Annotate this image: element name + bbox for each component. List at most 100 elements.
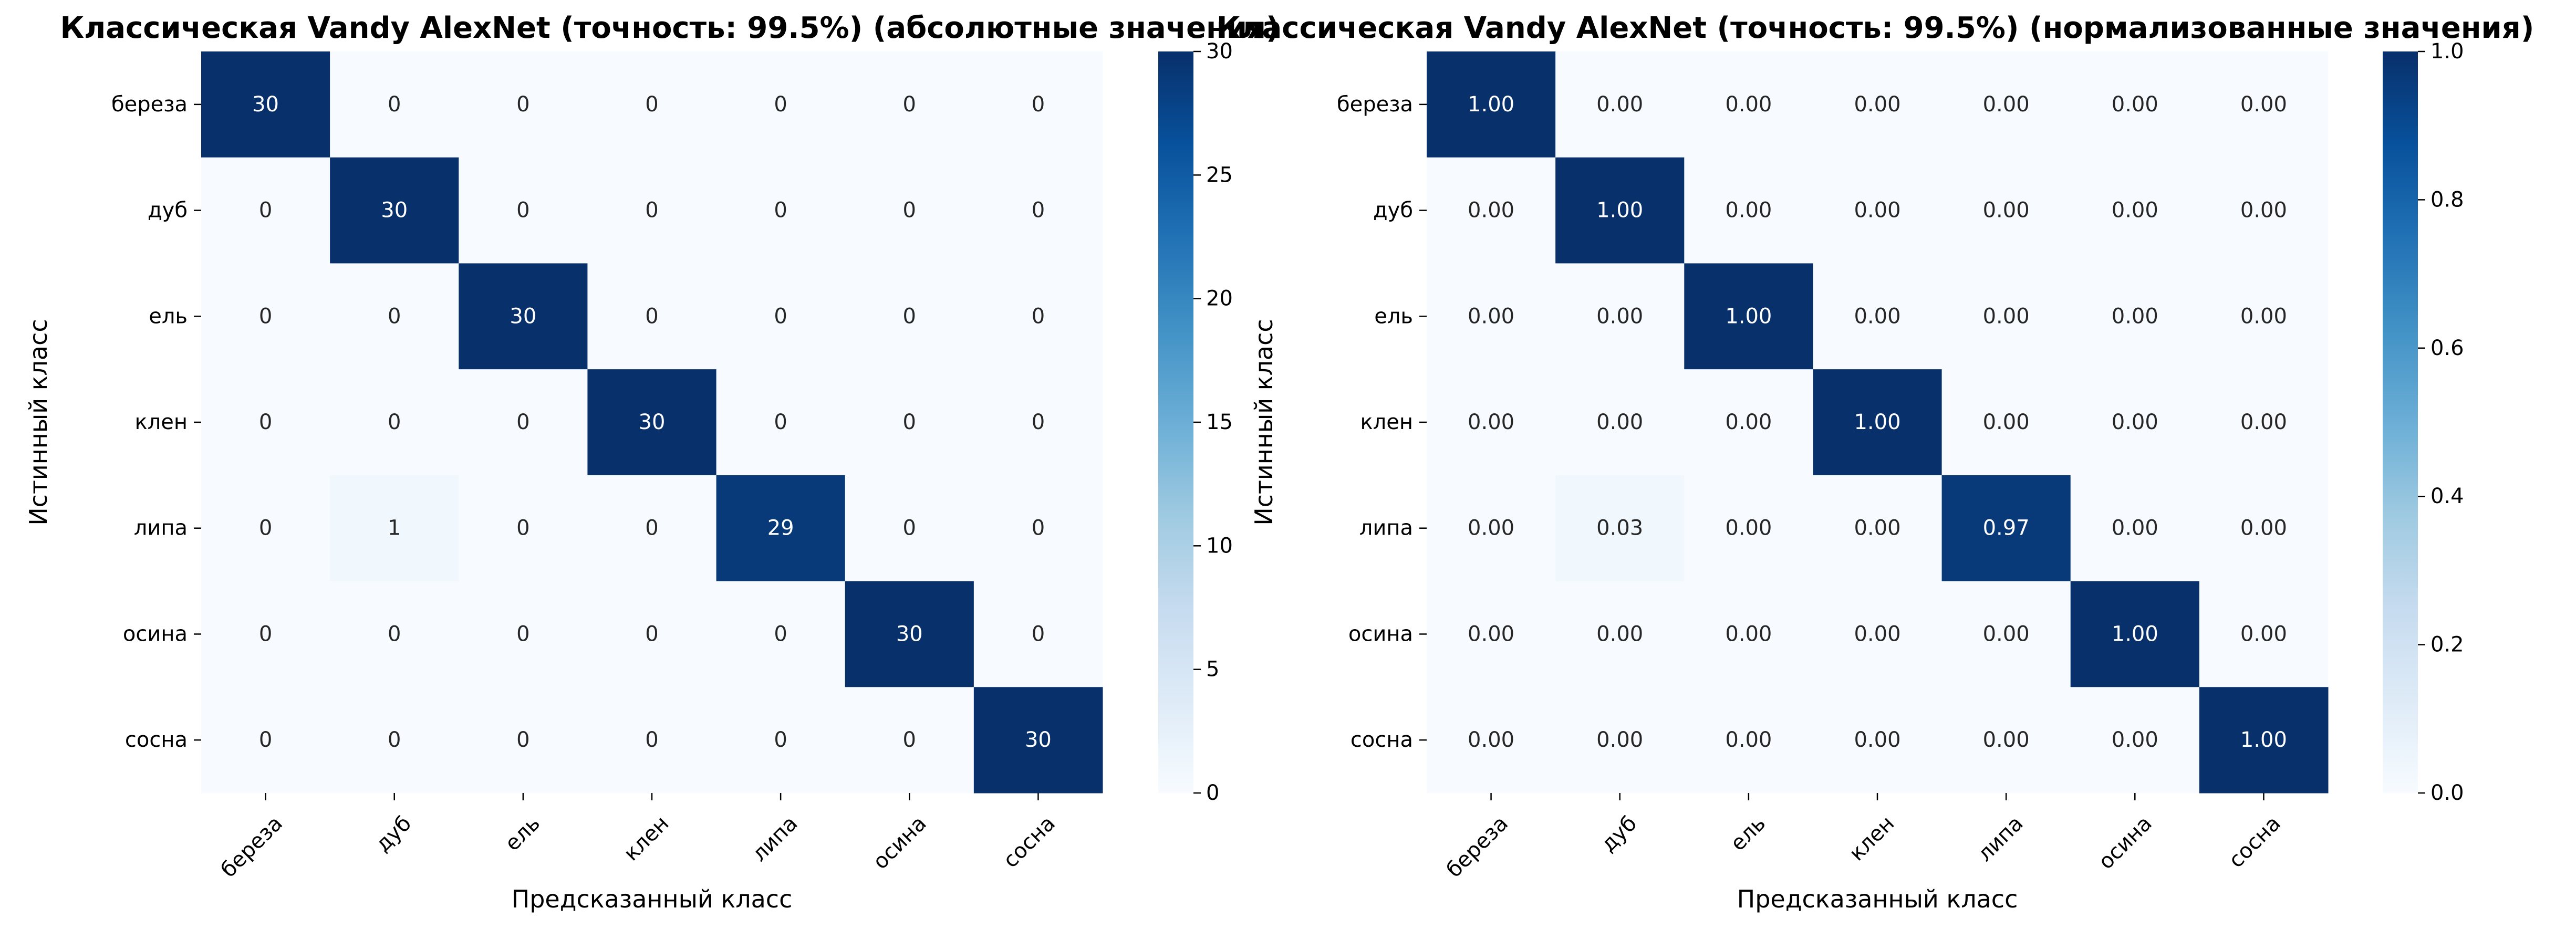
x-tick-label: ель [501, 811, 545, 856]
heatmap-cell [459, 581, 588, 687]
heatmap-cell [1555, 581, 1685, 687]
heatmap-cell [1813, 263, 1943, 370]
colorbar-tick-label: 0.4 [2430, 484, 2464, 508]
cell-value-label: 0.00 [1725, 622, 1772, 646]
heatmap-cell [1941, 369, 2071, 476]
colorbar-tick-label: 1.0 [2430, 39, 2464, 64]
cell-value-label: 0.00 [1725, 199, 1772, 223]
heatmap-cell [201, 157, 330, 264]
y-tick-label: сосна [125, 728, 188, 752]
heatmap-cell [716, 475, 846, 582]
y-tick-label: дуб [148, 199, 188, 223]
cell-value-label: 0 [388, 410, 401, 434]
cell-value-label: 0.00 [1983, 410, 2030, 434]
cell-value-label: 0.00 [2240, 516, 2287, 540]
cell-value-label: 0 [903, 516, 916, 540]
heatmap-cell [330, 581, 459, 687]
cell-value-label: 0.00 [1596, 304, 1643, 328]
colorbar-tick-label: 20 [1206, 287, 1233, 311]
cell-value-label: 0.00 [2240, 304, 2287, 328]
heatmap-cell [587, 369, 717, 476]
cell-value-label: 0 [259, 516, 272, 540]
cell-value-label: 0 [774, 304, 787, 328]
x-tick-label: клен [619, 811, 674, 866]
cell-value-label: 0.00 [1854, 304, 1900, 328]
y-axis-label: Истинный класс [24, 319, 53, 525]
cell-value-label: 0.00 [1468, 622, 1514, 646]
colorbar-tick-label: 0.2 [2430, 633, 2464, 657]
cell-value-label: 0.00 [1468, 410, 1514, 434]
heatmap-cell [201, 475, 330, 582]
heatmap-cell [330, 475, 459, 582]
x-tick-label: осина [868, 811, 931, 874]
cell-value-label: 0 [259, 728, 272, 752]
cell-value-label: 0.00 [1854, 728, 1900, 752]
cell-value-label: 0 [903, 410, 916, 434]
heatmap-cell [2199, 687, 2329, 794]
x-axis-label: Предсказанный класс [512, 885, 793, 913]
y-tick-label: ель [149, 304, 188, 328]
cell-value-label: 30 [510, 304, 536, 328]
cell-value-label: 0.00 [2112, 410, 2158, 434]
cell-value-label: 0.00 [2240, 622, 2287, 646]
cell-value-label: 0.00 [1596, 622, 1643, 646]
heatmap-cell [2070, 51, 2200, 158]
y-tick-label: дуб [1373, 199, 1413, 223]
heatmap-cell [2199, 581, 2329, 687]
heatmap-cell [1684, 581, 1813, 687]
cell-value-label: 0.00 [1983, 622, 2030, 646]
heatmap-cell [716, 581, 846, 687]
heatmap-cell [716, 369, 846, 476]
heatmap-cell [459, 369, 588, 476]
heatmap-cell [587, 157, 717, 264]
cell-value-label: 0.00 [1725, 92, 1772, 117]
heatmap-cell [330, 369, 459, 476]
y-tick-label: ель [1374, 304, 1413, 328]
cell-value-label: 0.00 [1468, 199, 1514, 223]
heatmap-cell [1813, 581, 1943, 687]
cell-value-label: 0 [516, 199, 529, 223]
y-tick-label: клен [135, 410, 188, 434]
cell-value-label: 0 [774, 92, 787, 117]
heatmap-cell [1555, 263, 1685, 370]
cell-value-label: 0 [388, 622, 401, 646]
heatmap-cell [1555, 51, 1685, 158]
cell-value-label: 0 [259, 410, 272, 434]
heatmap-cell [845, 687, 974, 794]
cell-value-label: 0.00 [1596, 92, 1643, 117]
y-tick-label: липа [1359, 516, 1413, 540]
heatmap-cell [2199, 263, 2329, 370]
heatmap-cell [1684, 687, 1813, 794]
cell-value-label: 0.00 [1725, 516, 1772, 540]
cell-value-label: 1.00 [1854, 410, 1900, 434]
cell-value-label: 1 [388, 516, 401, 540]
colorbar [2383, 51, 2418, 793]
heatmap-cell [459, 475, 588, 582]
heatmap-cell [330, 157, 459, 264]
cell-value-label: 1.00 [2112, 622, 2158, 646]
colorbar [1158, 51, 1193, 793]
heatmap-cell [973, 581, 1103, 687]
y-tick-label: береза [111, 92, 188, 117]
y-tick-label: осина [123, 622, 188, 646]
cell-value-label: 0 [774, 622, 787, 646]
cell-value-label: 0 [1032, 410, 1045, 434]
heatmap-cell [2199, 51, 2329, 158]
cell-value-label: 0.00 [2112, 728, 2158, 752]
cell-value-label: 1.00 [1596, 199, 1643, 223]
heatmap-cell [1684, 475, 1813, 582]
cell-value-label: 0.00 [1596, 410, 1643, 434]
heatmap-cell [1427, 687, 1556, 794]
chart-title: Классическая Vandy AlexNet (точность: 99… [1217, 11, 2535, 45]
heatmap-cell [330, 263, 459, 370]
heatmap-cell [1555, 687, 1685, 794]
heatmap-cell [973, 687, 1103, 794]
heatmap-cell [1941, 157, 2071, 264]
y-tick-label: клен [1360, 410, 1414, 434]
y-axis-label: Истинный класс [1250, 319, 1278, 525]
cell-value-label: 0 [903, 199, 916, 223]
cell-value-label: 0 [1032, 622, 1045, 646]
cell-value-label: 0 [259, 199, 272, 223]
cell-value-label: 0.00 [1983, 199, 2030, 223]
heatmap-cell [1813, 475, 1943, 582]
